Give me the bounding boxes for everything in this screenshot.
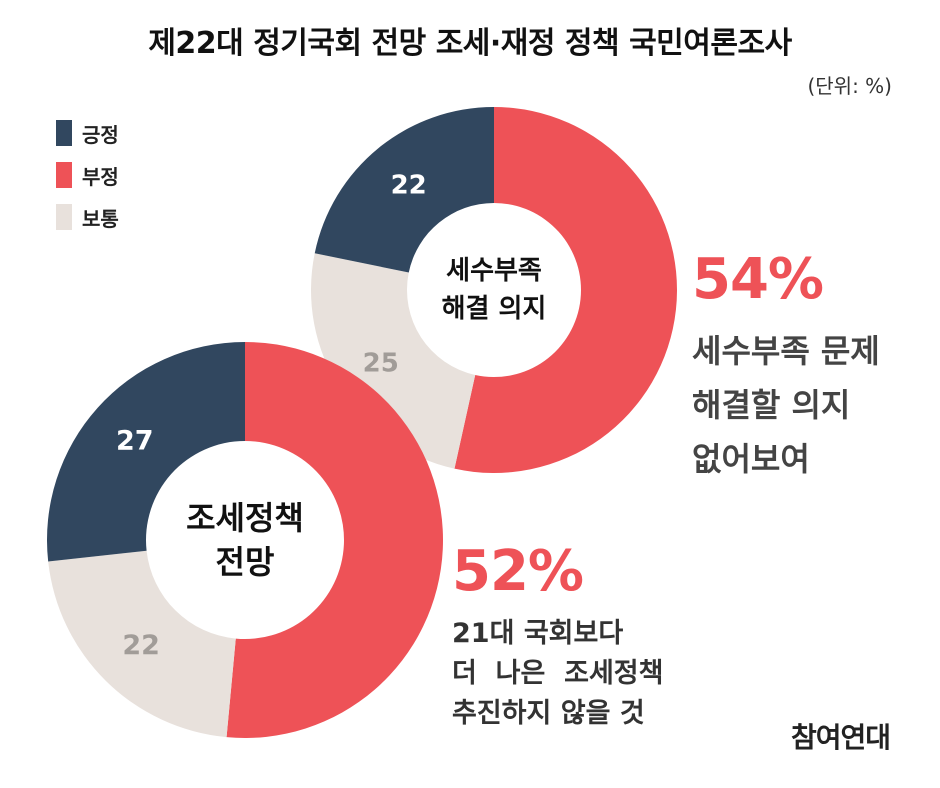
callout-line: 없어보여 bbox=[692, 440, 810, 478]
callout-percent: 54% bbox=[692, 247, 824, 312]
legend-item-positive: 긍정 bbox=[56, 112, 119, 154]
slice-부정 bbox=[226, 342, 444, 738]
legend-swatch-positive bbox=[56, 120, 72, 146]
callout-percent: 52% bbox=[452, 539, 584, 604]
org-logo: 참여연대 bbox=[790, 721, 891, 754]
callout-line: 추진하지 않을 것 bbox=[452, 698, 645, 729]
donut-center-label: 해결 의지 bbox=[442, 294, 547, 324]
legend-swatch-negative bbox=[56, 162, 72, 188]
legend-item-negative: 부정 bbox=[56, 154, 119, 196]
donut-center-label: 세수부족 bbox=[446, 256, 542, 286]
slice-보통 bbox=[48, 550, 236, 738]
legend-label-negative: 부정 bbox=[82, 164, 119, 189]
slice-value-label: 27 bbox=[116, 426, 154, 457]
chart-title: 제22대 정기국회 전망 조세·재정 정책 국민여론조사 bbox=[148, 26, 792, 61]
callout-line: 세수부족 문제 bbox=[692, 332, 880, 370]
callout-line: 해결할 의지 bbox=[692, 386, 851, 424]
donut-center-label: 조세정책 bbox=[186, 499, 304, 537]
legend: 긍정 부정 보통 bbox=[56, 112, 119, 238]
callout-line: 21대 국회보다 bbox=[452, 618, 624, 649]
unit-label: (단위: %) bbox=[807, 74, 892, 98]
slice-value-label: 25 bbox=[363, 348, 399, 378]
slice-value-label: 22 bbox=[122, 630, 160, 661]
legend-item-neutral: 보통 bbox=[56, 196, 119, 238]
slice-보통 bbox=[310, 253, 476, 469]
callout-line: 더 나은 조세정책 bbox=[452, 658, 664, 689]
slice-긍정 bbox=[46, 342, 245, 562]
callout-tax-policy: 52% 21대 국회보다 더 나은 조세정책 추진하지 않을 것 bbox=[452, 544, 663, 734]
legend-swatch-neutral bbox=[56, 204, 72, 230]
callout-tax-shortfall: 54% 세수부족 문제 해결할 의지 없어보여 bbox=[692, 252, 880, 486]
donut-center-label: 전망 bbox=[216, 543, 275, 581]
slice-value-label: 22 bbox=[391, 170, 427, 200]
slice-긍정 bbox=[314, 107, 494, 273]
legend-label-neutral: 보통 bbox=[82, 206, 119, 231]
slice-부정 bbox=[454, 107, 677, 473]
legend-label-positive: 긍정 bbox=[82, 122, 119, 147]
